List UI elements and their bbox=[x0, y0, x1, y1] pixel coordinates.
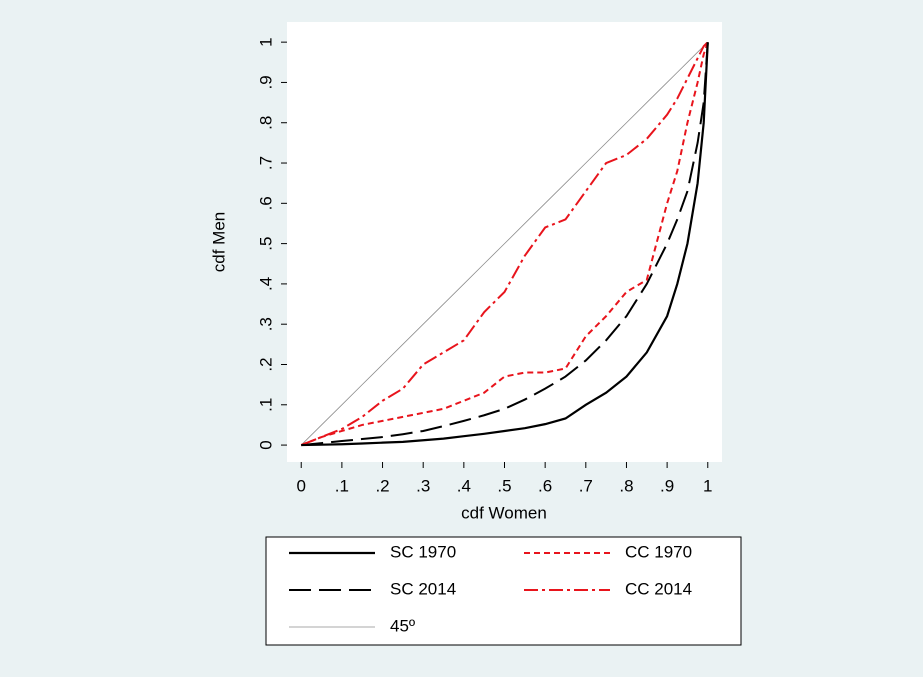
y-tick-label: .4 bbox=[256, 277, 275, 291]
x-tick-label: 0 bbox=[296, 476, 305, 495]
y-axis-label: cdf Men bbox=[209, 212, 228, 272]
y-tick-label: 0 bbox=[256, 440, 275, 449]
y-tick-label: .3 bbox=[256, 317, 275, 331]
legend-label: SC 2014 bbox=[390, 579, 456, 598]
y-tick-label: .8 bbox=[256, 116, 275, 130]
series-line bbox=[301, 42, 709, 447]
plot-area bbox=[287, 22, 722, 462]
y-tick-label: .6 bbox=[256, 196, 275, 210]
legend-label: CC 1970 bbox=[625, 542, 692, 561]
series-line bbox=[301, 42, 709, 447]
y-tick-label: .5 bbox=[256, 237, 275, 251]
y-tick-label: .2 bbox=[256, 357, 275, 371]
series-line bbox=[300, 41, 709, 447]
series-line bbox=[300, 41, 709, 447]
x-axis-label: cdf Women bbox=[461, 503, 547, 522]
series-line bbox=[300, 41, 709, 446]
x-tick-label: .7 bbox=[579, 476, 593, 495]
legend-label: SC 1970 bbox=[390, 542, 456, 561]
x-tick-label: .8 bbox=[619, 476, 633, 495]
legend-label: CC 2014 bbox=[625, 579, 692, 598]
x-tick-label: .4 bbox=[457, 476, 471, 495]
x-tick-label: 1 bbox=[703, 476, 712, 495]
x-tick-label: .3 bbox=[416, 476, 430, 495]
y-tick-label: .9 bbox=[256, 75, 275, 89]
y-tick-label: .7 bbox=[256, 156, 275, 170]
legend-label: 45º bbox=[390, 616, 415, 635]
x-tick-label: .2 bbox=[375, 476, 389, 495]
y-tick-label: .1 bbox=[256, 398, 275, 412]
x-tick-label: .5 bbox=[497, 476, 511, 495]
x-tick-label: .9 bbox=[660, 476, 674, 495]
y-tick-label: 1 bbox=[256, 37, 275, 46]
x-tick-label: .1 bbox=[335, 476, 349, 495]
x-tick-label: .6 bbox=[538, 476, 552, 495]
